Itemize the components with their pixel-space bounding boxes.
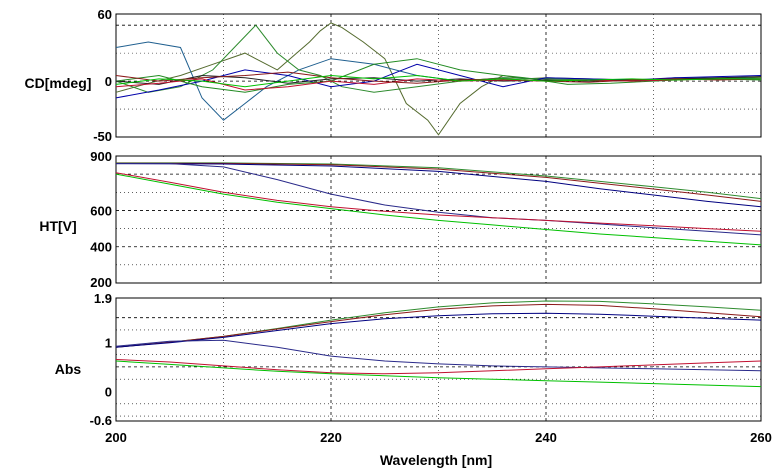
cd-y-axis-label: CD[mdeg] (25, 75, 92, 91)
panel-ht: 900 600 400 200 HT[V] (39, 149, 762, 290)
cd-series-line (115, 74, 761, 88)
abs-series (115, 300, 762, 388)
ht-plot-frame (115, 155, 762, 284)
abs-y-tick-label: 0 (105, 384, 112, 399)
abs-y-tick-label: -0.6 (90, 413, 112, 428)
ht-y-tick-label: 200 (90, 275, 112, 290)
ht-series-line (116, 163, 762, 236)
cd-series (115, 22, 762, 136)
abs-series-line (115, 360, 762, 388)
ht-series-line (115, 172, 762, 232)
x-axis-label: Wavelength [nm] (380, 452, 492, 468)
abs-series-line (115, 303, 762, 348)
panel-abs: 1.9 1 0 -0.6 Abs (55, 291, 762, 428)
cd-series-line (115, 63, 762, 99)
cd-y-ticks: 60 0 -50 (93, 7, 112, 144)
abs-y-tick-label: 1.9 (94, 291, 112, 306)
cd-y-tick-label: -50 (93, 129, 112, 144)
x-tick-label: 260 (750, 430, 772, 445)
abs-series-line (115, 339, 762, 372)
cd-y-tick-label: 0 (105, 74, 112, 89)
ht-series-line (115, 162, 762, 202)
ht-series-line (115, 163, 762, 208)
x-axis-ticks: 200 220 240 260 (105, 430, 772, 445)
x-tick-label: 240 (535, 430, 557, 445)
abs-y-tick-label: 1 (105, 335, 112, 350)
ht-series-line (116, 162, 762, 200)
abs-series-line (115, 359, 762, 375)
abs-gridlines (116, 298, 761, 421)
ht-y-tick-label: 400 (90, 240, 112, 255)
ht-y-axis-label: HT[V] (39, 218, 76, 234)
ht-y-ticks: 900 600 400 200 (90, 149, 112, 290)
ht-y-tick-label: 900 (90, 149, 112, 164)
ht-series-line (115, 173, 762, 246)
cd-y-tick-label: 60 (98, 7, 112, 22)
abs-y-axis-label: Abs (55, 361, 82, 377)
ht-y-tick-label: 600 (90, 203, 112, 218)
abs-y-ticks: 1.9 1 0 -0.6 (90, 291, 112, 428)
abs-series-line (115, 312, 762, 348)
ht-series (115, 162, 762, 246)
cd-series-line (115, 78, 761, 91)
panel-cd: 60 0 -50 CD[mdeg] (25, 7, 762, 144)
x-tick-label: 220 (320, 430, 342, 445)
x-tick-label: 200 (105, 430, 127, 445)
